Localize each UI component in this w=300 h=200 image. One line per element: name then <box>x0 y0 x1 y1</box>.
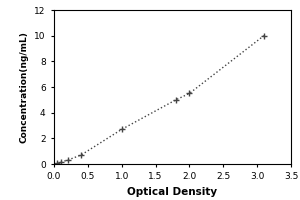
Y-axis label: Concentration(ng/mL): Concentration(ng/mL) <box>20 31 28 143</box>
X-axis label: Optical Density: Optical Density <box>128 187 218 197</box>
